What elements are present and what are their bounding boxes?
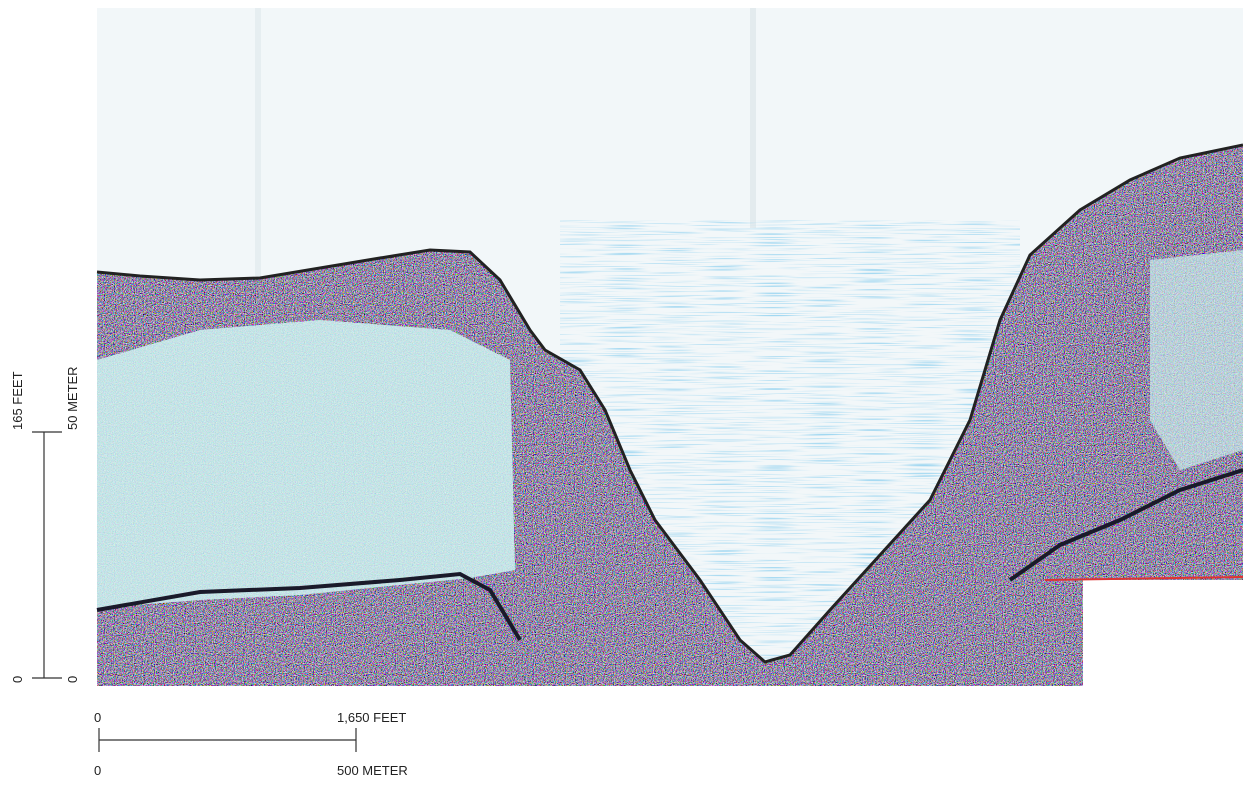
scale-label: 500 METER: [337, 763, 408, 778]
horizontal-scale: 0 1,650 FEET 0 500 METER: [94, 710, 408, 778]
blank-patch: [1083, 580, 1243, 686]
paper-fold: [255, 8, 261, 288]
figure: 165 FEET 0 50 METER 0 0 1,650 FEET 0 500…: [0, 0, 1243, 791]
scale-label: 0: [94, 710, 101, 725]
vertical-scale: 165 FEET 0 50 METER 0: [10, 366, 80, 683]
scale-label: 1,650 FEET: [337, 710, 406, 725]
cyan-layer: [1150, 250, 1243, 470]
scale-label: 0: [10, 676, 25, 683]
scale-label: 50 METER: [65, 366, 80, 430]
cyan-layer: [97, 320, 515, 608]
paper-fold: [750, 8, 756, 228]
seismic-profile: [97, 8, 1243, 686]
scale-label: 0: [65, 676, 80, 683]
scale-label: 165 FEET: [10, 371, 25, 430]
page: {"vertical_scale": {"feet_top": "165 FEE…: [0, 0, 1243, 791]
scale-label: 0: [94, 763, 101, 778]
